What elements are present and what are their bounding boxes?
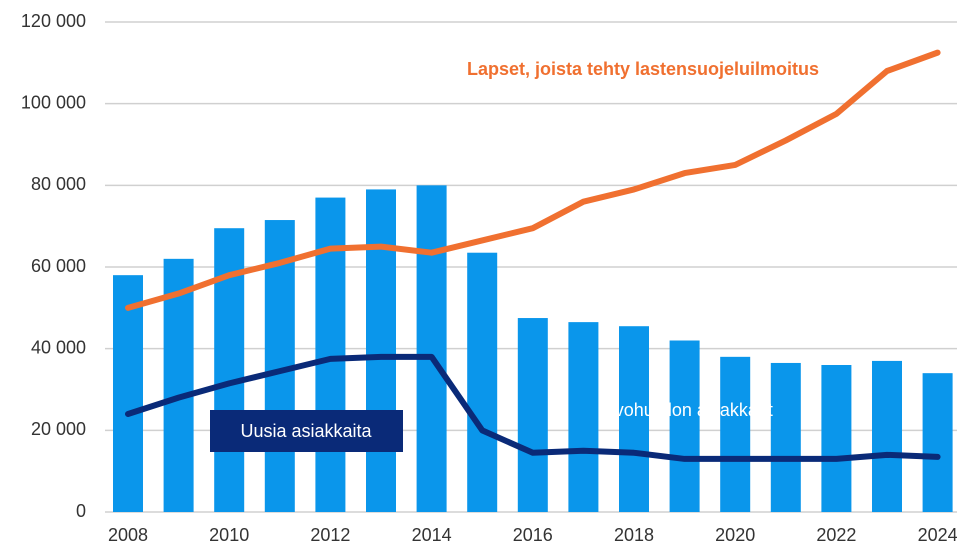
bar <box>416 185 447 513</box>
x-tick-label: 2012 <box>310 525 350 545</box>
bar <box>568 322 599 512</box>
bar <box>366 189 396 512</box>
y-tick-label: 120 000 <box>21 11 86 31</box>
bar <box>517 318 548 512</box>
x-tick-label: 2018 <box>614 525 654 545</box>
y-tick-label: 60 000 <box>31 256 86 276</box>
bar <box>821 365 852 512</box>
legend-box <box>210 410 403 452</box>
y-tick-label: 80 000 <box>31 174 86 194</box>
legend-label: Avohuollon asiakkaat <box>603 400 773 420</box>
legend-label: Lapset, joista tehty lastensuojeluilmoit… <box>467 59 819 79</box>
line <box>125 49 941 311</box>
bar <box>163 258 194 512</box>
y-tick-label: 100 000 <box>21 92 86 112</box>
bar <box>720 356 751 512</box>
x-tick-label: 2020 <box>715 525 755 545</box>
bar <box>669 340 700 512</box>
x-tick-label: 2016 <box>513 525 553 545</box>
line <box>125 353 941 462</box>
bar <box>467 252 498 513</box>
bar <box>315 197 346 513</box>
bar <box>619 326 649 512</box>
bar <box>872 360 902 512</box>
y-tick-label: 20 000 <box>31 419 86 439</box>
legend-label: Uusia asiakkaita <box>240 421 372 441</box>
x-tick-label: 2024 <box>918 525 957 545</box>
y-tick-label: 40 000 <box>31 337 86 357</box>
bar <box>770 362 801 512</box>
y-tick-label: 0 <box>76 501 86 521</box>
x-tick-label: 2010 <box>209 525 249 545</box>
x-tick-label: 2022 <box>816 525 856 545</box>
x-tick-label: 2014 <box>412 525 452 545</box>
bar <box>113 275 143 512</box>
bar <box>922 373 953 512</box>
x-tick-label: 2008 <box>108 525 148 545</box>
